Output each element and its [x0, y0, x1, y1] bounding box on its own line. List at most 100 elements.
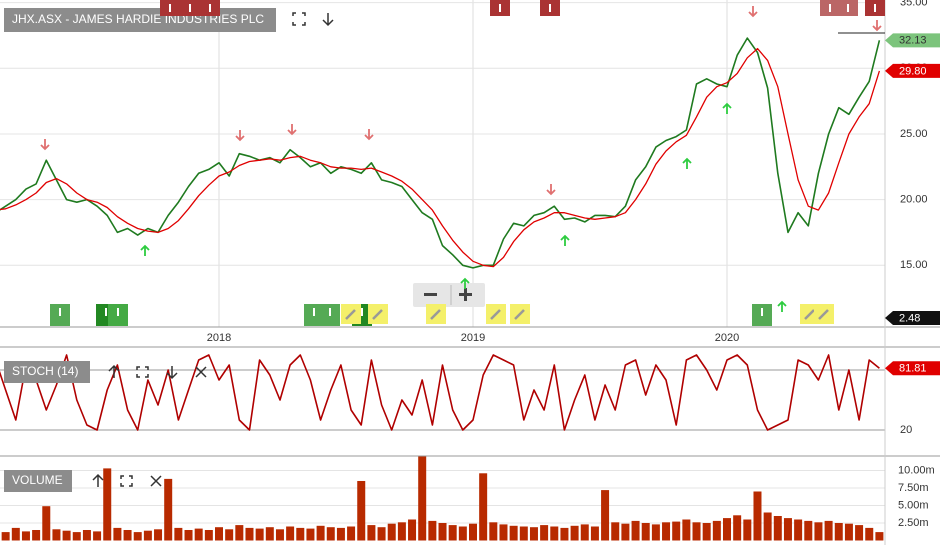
- expand-icon[interactable]: [136, 366, 149, 378]
- volume-bar: [631, 520, 640, 541]
- volume-bar: [662, 522, 671, 541]
- volume-bar: [804, 520, 813, 541]
- volume-bar: [611, 522, 620, 541]
- y-tick-label: 35.00: [900, 0, 928, 9]
- signal-glyph: [329, 308, 331, 316]
- volume-bar: [682, 519, 691, 541]
- volume-bar: [275, 529, 284, 541]
- signal-glyph: [874, 4, 876, 12]
- buy-arrow: [140, 244, 150, 256]
- volume-bar: [93, 531, 102, 541]
- zoom-controls: [413, 283, 485, 307]
- volume-bar: [103, 468, 112, 541]
- close-icon[interactable]: [195, 366, 207, 378]
- volume-bar: [590, 526, 599, 541]
- volume-bar: [438, 522, 447, 541]
- title-box: [4, 361, 90, 383]
- volume-bar: [52, 529, 61, 541]
- signal-glyph: [361, 308, 363, 316]
- expand-icon[interactable]: [292, 12, 306, 26]
- signal-glyph: [169, 4, 171, 12]
- sell-arrow: [748, 6, 758, 18]
- value-tag-label: 81.81: [899, 363, 927, 375]
- volume-bar: [174, 527, 183, 541]
- volume-bar: [550, 526, 559, 541]
- volume-bar: [743, 519, 752, 541]
- zoom-in[interactable]: [459, 288, 472, 301]
- y-tick-label: 20: [900, 424, 912, 436]
- note-glyph: [818, 309, 829, 320]
- value-tag: [885, 361, 940, 376]
- volume-bar: [397, 522, 406, 541]
- signal-glyph: [313, 308, 315, 316]
- volume-bar: [296, 527, 305, 541]
- down-icon[interactable]: [322, 13, 334, 27]
- up-icon[interactable]: [108, 364, 120, 378]
- volume-bar: [865, 527, 874, 541]
- up-icon[interactable]: [92, 473, 104, 487]
- volume-bar: [844, 523, 853, 541]
- volume-bar: [499, 524, 508, 541]
- volume-bar: [733, 515, 742, 541]
- volume-bar: [347, 526, 356, 541]
- note-glyph: [514, 309, 525, 320]
- volume-bar: [72, 532, 81, 541]
- volume-bar: [113, 527, 122, 541]
- volume-bar: [855, 525, 864, 541]
- volume-bar: [875, 532, 884, 541]
- x-tick-label: 2019: [461, 332, 485, 344]
- expand-icon[interactable]: [120, 475, 133, 487]
- note-glyph: [430, 309, 441, 320]
- signal-glyph: [761, 308, 763, 316]
- volume-bar: [489, 522, 498, 541]
- panel-title: VOLUME: [12, 473, 63, 487]
- volume-bar: [763, 512, 772, 541]
- down-icon[interactable]: [166, 366, 178, 380]
- volume-bar: [702, 522, 711, 541]
- series-line: [0, 47, 881, 268]
- volume-bar: [154, 529, 163, 541]
- data-layer: [0, 37, 884, 541]
- y-tick-label: 2.50m: [898, 517, 929, 529]
- volume-bar: [560, 527, 569, 541]
- volume-bar: [540, 525, 549, 541]
- sell-arrow: [40, 139, 50, 151]
- volume-bar: [834, 522, 843, 541]
- volume-bar: [692, 522, 701, 541]
- close-icon[interactable]: [150, 475, 162, 487]
- volume-bar: [245, 527, 254, 541]
- volume-bar: [641, 522, 650, 541]
- volume-bar: [479, 473, 488, 541]
- volume-bar: [1, 532, 10, 541]
- volume-bar: [794, 519, 803, 541]
- signal-glyph: [499, 4, 501, 12]
- buy-arrow: [682, 157, 692, 169]
- zoom-out[interactable]: [424, 293, 437, 296]
- volume-bar: [357, 480, 366, 541]
- volume-bar: [712, 520, 721, 541]
- signal-glyph: [189, 4, 191, 12]
- volume-bar: [773, 515, 782, 541]
- volume-bar: [458, 526, 467, 541]
- volume-bar: [316, 525, 325, 541]
- volume-bar: [32, 529, 41, 541]
- volume-bar: [82, 529, 91, 541]
- sell-arrow: [546, 184, 556, 196]
- signal-glyph: [209, 4, 211, 12]
- volume-bar: [387, 523, 396, 541]
- sell-arrow: [872, 20, 882, 32]
- volume-bar: [255, 528, 264, 541]
- volume-bar: [408, 519, 417, 541]
- x-tick-label: 2020: [715, 332, 739, 344]
- volume-bar: [377, 527, 386, 541]
- volume-bar: [62, 530, 71, 541]
- series-line: [0, 37, 881, 269]
- volume-bar: [133, 532, 142, 541]
- volume-bar: [753, 491, 762, 541]
- price-tag-label: 29.80: [899, 65, 927, 77]
- x-tick-label: 2018: [207, 332, 231, 344]
- y-tick-label: 10.00m: [898, 464, 935, 476]
- price-tag-label: 32.13: [899, 35, 927, 47]
- y-tick-label: 15.00: [900, 259, 928, 271]
- volume-bar: [469, 523, 477, 541]
